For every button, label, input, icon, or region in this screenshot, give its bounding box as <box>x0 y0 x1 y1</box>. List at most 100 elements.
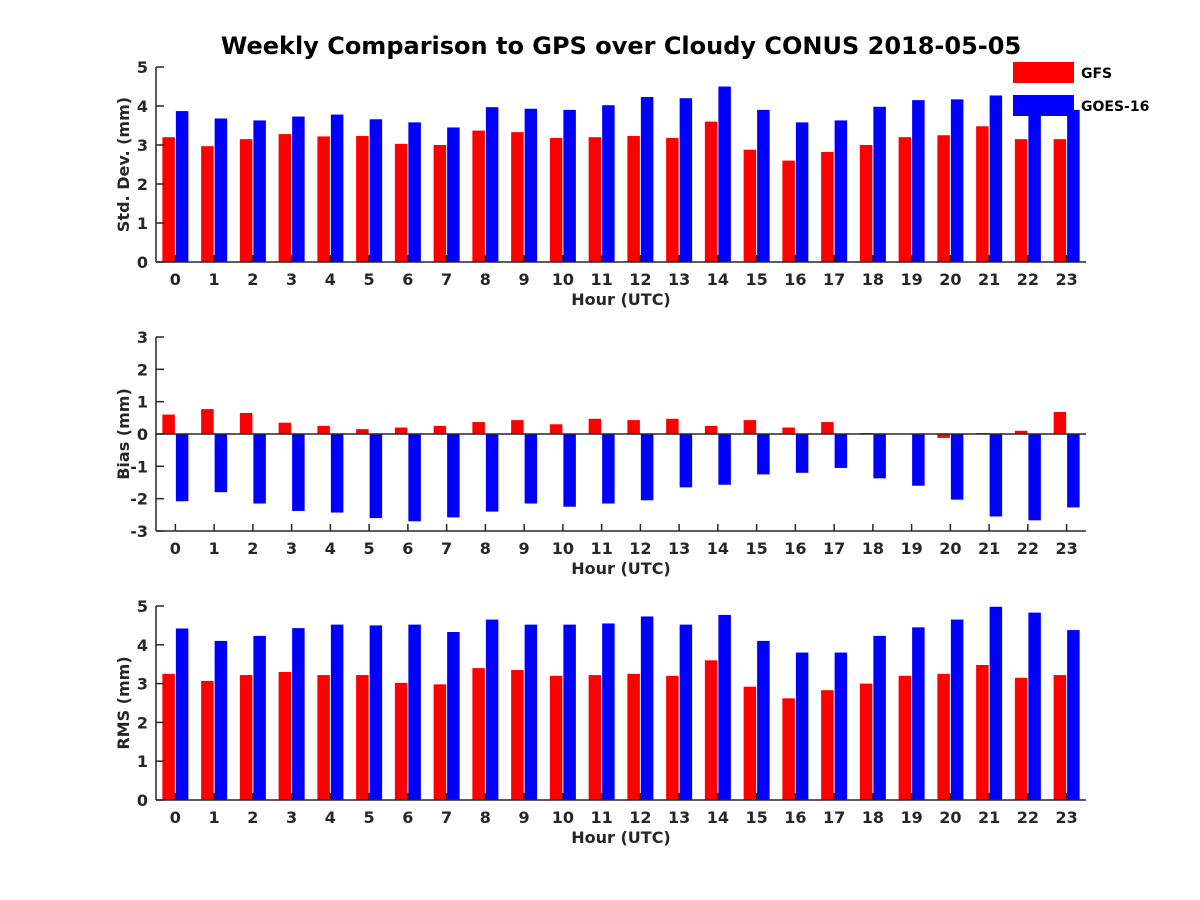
y-tick-label: 3 <box>137 136 148 155</box>
y-tick-label: 4 <box>137 97 148 116</box>
x-tick-label: 15 <box>745 539 767 558</box>
bar-goes-16-hour-16 <box>795 652 809 800</box>
x-tick-label: 6 <box>402 270 413 289</box>
bar-gfs-hour-2 <box>239 139 253 262</box>
bar-gfs-hour-17 <box>821 152 834 262</box>
y-axis-label: RMS (mm) <box>114 656 133 749</box>
bar-goes-16-hour-0 <box>175 111 189 262</box>
legend-swatch-goes-16 <box>1013 95 1074 116</box>
x-axis-label: Hour (UTC) <box>571 290 671 309</box>
y-tick-label: -2 <box>130 490 148 509</box>
x-tick-label: 22 <box>1017 270 1039 289</box>
bar-goes-16-hour-21 <box>989 606 1003 800</box>
bar-gfs-hour-20 <box>937 135 950 262</box>
bar-gfs-hour-0 <box>162 673 175 800</box>
x-tick-label: 20 <box>939 808 961 827</box>
bar-goes-16-hour-5 <box>369 625 383 800</box>
bar-goes-16-hour-14 <box>718 434 731 485</box>
x-tick-label: 0 <box>170 539 181 558</box>
y-tick-label: 3 <box>137 675 148 694</box>
x-tick-label: 21 <box>978 539 1000 558</box>
bar-goes-16-hour-12 <box>640 434 654 501</box>
x-tick-label: 7 <box>441 539 452 558</box>
bar-gfs-hour-10 <box>549 424 563 434</box>
x-tick-label: 8 <box>480 270 491 289</box>
bar-goes-16-hour-18 <box>873 434 886 479</box>
x-tick-label: 14 <box>707 270 729 289</box>
bar-gfs-hour-23 <box>1053 139 1067 262</box>
x-tick-label: 0 <box>170 270 181 289</box>
bar-goes-16-hour-1 <box>214 434 228 493</box>
x-tick-label: 9 <box>519 808 530 827</box>
bar-gfs-hour-12 <box>627 673 640 800</box>
bar-goes-16-hour-4 <box>330 434 344 513</box>
bar-gfs-hour-18 <box>859 145 873 262</box>
x-tick-label: 22 <box>1017 808 1039 827</box>
x-tick-label: 17 <box>823 539 845 558</box>
bar-gfs-hour-19 <box>898 675 912 800</box>
x-tick-label: 9 <box>519 539 530 558</box>
bar-gfs-hour-14 <box>704 121 718 262</box>
y-tick-label: 5 <box>137 597 148 616</box>
y-tick-label: 1 <box>137 214 148 233</box>
bar-gfs-hour-20 <box>937 673 950 800</box>
bar-gfs-hour-22 <box>1014 139 1028 262</box>
x-tick-label: 23 <box>1055 270 1077 289</box>
bar-goes-16-hour-12 <box>640 97 654 262</box>
x-tick-label: 23 <box>1055 539 1077 558</box>
y-tick-label: 0 <box>137 425 148 444</box>
bar-goes-16-hour-6 <box>408 122 421 262</box>
x-axis-label: Hour (UTC) <box>571 559 671 578</box>
x-tick-label: 23 <box>1055 808 1077 827</box>
bar-gfs-hour-9 <box>511 132 524 262</box>
x-tick-label: 14 <box>707 539 729 558</box>
bar-goes-16-hour-9 <box>524 624 538 800</box>
bar-goes-16-hour-9 <box>524 108 538 262</box>
x-tick-label: 4 <box>325 270 336 289</box>
bar-gfs-hour-11 <box>588 418 602 434</box>
bar-goes-16-hour-19 <box>912 434 925 486</box>
bar-gfs-hour-8 <box>472 130 485 262</box>
x-tick-label: 19 <box>900 808 922 827</box>
bar-goes-16-hour-15 <box>757 109 770 263</box>
bar-gfs-hour-3 <box>278 422 292 434</box>
y-tick-label: 3 <box>137 328 148 347</box>
bar-gfs-hour-21 <box>976 126 989 262</box>
bar-gfs-hour-10 <box>549 137 563 262</box>
x-tick-label: 22 <box>1017 539 1039 558</box>
x-tick-label: 15 <box>745 270 767 289</box>
bar-gfs-hour-9 <box>511 420 524 434</box>
x-tick-label: 4 <box>325 808 336 827</box>
bar-goes-16-hour-17 <box>834 120 848 263</box>
bar-goes-16-hour-3 <box>292 628 305 800</box>
bar-gfs-hour-1 <box>201 409 214 434</box>
x-tick-label: 15 <box>745 808 767 827</box>
bar-goes-16-hour-19 <box>912 627 925 800</box>
bar-gfs-hour-14 <box>704 660 718 800</box>
bar-gfs-hour-1 <box>201 680 214 800</box>
y-axis-label: Bias (mm) <box>114 388 133 480</box>
bar-gfs-hour-8 <box>472 668 485 800</box>
legend-swatch-gfs <box>1013 62 1074 83</box>
bar-goes-16-hour-21 <box>989 434 1003 517</box>
x-tick-label: 10 <box>552 539 574 558</box>
bar-goes-16-hour-17 <box>834 434 848 468</box>
bar-goes-16-hour-10 <box>563 109 576 263</box>
x-tick-label: 6 <box>402 539 413 558</box>
bar-gfs-hour-8 <box>472 422 485 434</box>
bar-goes-16-hour-18 <box>873 635 886 800</box>
bar-goes-16-hour-18 <box>873 106 886 262</box>
bar-goes-16-hour-15 <box>757 640 770 800</box>
bar-gfs-hour-22 <box>1014 677 1028 800</box>
bar-gfs-hour-6 <box>394 143 408 262</box>
x-tick-label: 5 <box>364 539 375 558</box>
x-tick-label: 16 <box>784 808 806 827</box>
bar-goes-16-hour-13 <box>679 434 693 488</box>
bar-gfs-hour-7 <box>433 684 447 800</box>
bar-gfs-hour-7 <box>433 145 447 262</box>
x-tick-label: 17 <box>823 270 845 289</box>
bar-goes-16-hour-5 <box>369 434 383 519</box>
bar-goes-16-hour-19 <box>912 100 925 263</box>
